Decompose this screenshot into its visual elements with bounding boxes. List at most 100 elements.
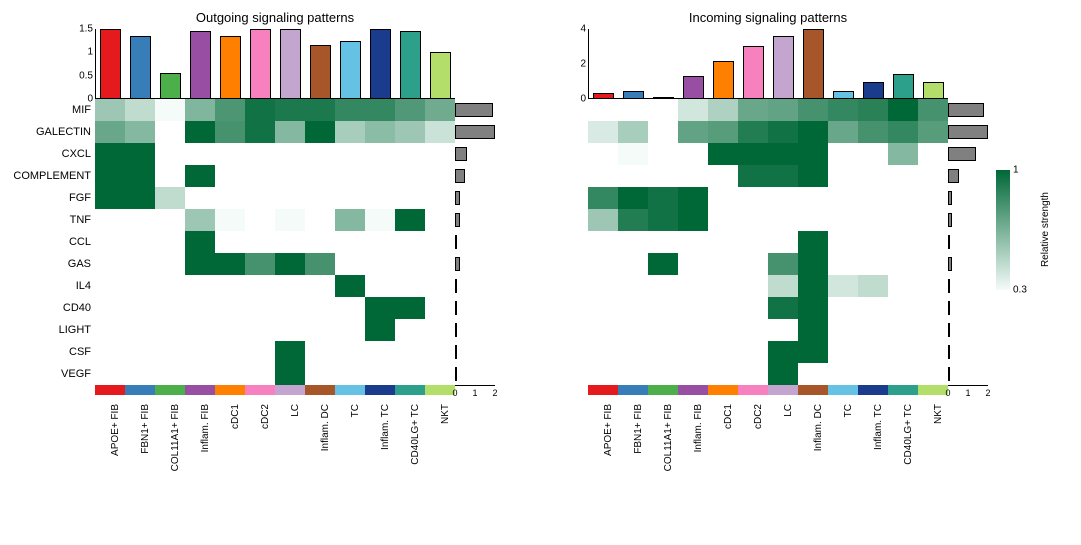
heat-cell <box>708 319 738 341</box>
incoming-top-bar <box>743 46 764 99</box>
outgoing-heatmap: MIFGALECTINCXCLCOMPLEMENTFGFTNFCCLGASIL4… <box>10 99 455 385</box>
heat-cell <box>245 121 275 143</box>
column-label: TC <box>828 400 858 500</box>
heat-cell <box>768 121 798 143</box>
heat-cell <box>335 209 365 231</box>
heat-cell <box>798 297 828 319</box>
incoming-title: Incoming signaling patterns <box>588 10 948 29</box>
column-label: NKT <box>918 400 948 500</box>
heat-cell <box>768 341 798 363</box>
outgoing-top-bar <box>400 31 421 99</box>
side-bar <box>948 367 950 381</box>
side-bar <box>455 279 457 293</box>
column-color-swatch <box>648 385 678 395</box>
heat-cell <box>798 275 828 297</box>
heat-cell <box>588 165 618 187</box>
heat-cell <box>918 209 948 231</box>
heat-cell <box>275 253 305 275</box>
heat-cell <box>125 319 155 341</box>
heat-cell <box>708 253 738 275</box>
heat-cell <box>708 297 738 319</box>
row-label: GALECTIN <box>10 121 95 143</box>
outgoing-top-bar <box>280 29 301 99</box>
incoming-color-strip: 012 <box>503 385 988 400</box>
heat-cell <box>678 99 708 121</box>
incoming-side-bars <box>948 99 988 385</box>
heat-cell <box>155 143 185 165</box>
heat-cell <box>395 275 425 297</box>
heat-cell <box>858 187 888 209</box>
heat-cell <box>618 363 648 385</box>
side-bar <box>455 147 467 161</box>
heat-cell <box>768 363 798 385</box>
heat-cell <box>858 297 888 319</box>
heat-cell <box>768 297 798 319</box>
heat-cell <box>708 363 738 385</box>
side-bar <box>455 323 457 337</box>
heat-cell <box>365 165 395 187</box>
column-label: CD40LG+ TC <box>888 400 918 500</box>
heat-cell <box>365 209 395 231</box>
heat-cell <box>365 231 395 253</box>
heat-cell <box>305 297 335 319</box>
column-label: LC <box>275 400 305 500</box>
heat-cell <box>618 297 648 319</box>
heat-cell <box>828 319 858 341</box>
outgoing-panel: Outgoing signaling patterns00.511.5MIFGA… <box>10 10 495 500</box>
heat-cell <box>588 319 618 341</box>
outgoing-top-bar <box>100 29 121 99</box>
heat-cell <box>678 275 708 297</box>
heat-cell <box>678 165 708 187</box>
column-color-swatch <box>425 385 455 395</box>
incoming-top-bar <box>683 76 704 99</box>
side-bar <box>455 125 495 139</box>
heat-cell <box>395 121 425 143</box>
heat-cell <box>245 275 275 297</box>
heat-cell <box>305 143 335 165</box>
heat-cell <box>588 231 618 253</box>
incoming-panel: Incoming signaling patterns024012APOE+ F… <box>503 10 988 500</box>
heat-cell <box>125 231 155 253</box>
heat-cell <box>185 253 215 275</box>
side-bar <box>455 169 465 183</box>
heat-cell <box>95 341 125 363</box>
heat-cell <box>828 341 858 363</box>
heat-cell <box>588 363 618 385</box>
heat-cell <box>858 143 888 165</box>
heat-cell <box>858 341 888 363</box>
heat-cell <box>335 99 365 121</box>
heat-cell <box>588 253 618 275</box>
heat-cell <box>918 297 948 319</box>
heat-cell <box>125 121 155 143</box>
heat-cell <box>245 319 275 341</box>
heat-cell <box>275 143 305 165</box>
heat-cell <box>365 187 395 209</box>
heat-cell <box>275 297 305 319</box>
heat-cell <box>425 253 455 275</box>
heat-cell <box>155 231 185 253</box>
column-color-swatch <box>95 385 125 395</box>
heat-cell <box>588 297 618 319</box>
heat-cell <box>305 121 335 143</box>
heat-cell <box>678 363 708 385</box>
heat-cell <box>708 231 738 253</box>
heat-cell <box>798 187 828 209</box>
heat-cell <box>678 341 708 363</box>
side-tick-label: 0 <box>452 388 457 398</box>
heat-cell <box>738 253 768 275</box>
heat-cell <box>215 121 245 143</box>
heat-cell <box>708 121 738 143</box>
heat-cell <box>798 209 828 231</box>
column-color-swatch <box>155 385 185 395</box>
heat-cell <box>365 253 395 275</box>
heat-cell <box>858 253 888 275</box>
side-bar <box>948 301 950 315</box>
heat-cell <box>245 209 275 231</box>
heat-cell <box>738 187 768 209</box>
row-label: GAS <box>10 253 95 275</box>
heat-cell <box>125 165 155 187</box>
heat-cell <box>618 143 648 165</box>
heat-cell <box>708 275 738 297</box>
heat-cell <box>798 319 828 341</box>
heat-cell <box>425 363 455 385</box>
